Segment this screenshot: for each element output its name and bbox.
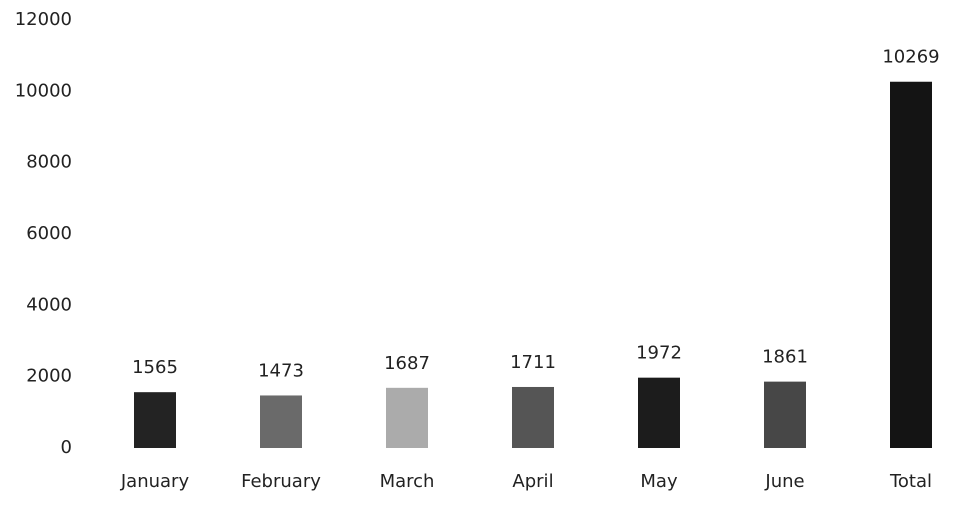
x-tick-label: May	[640, 471, 678, 492]
data-label: 1687	[384, 353, 430, 374]
y-tick-label: 4000	[26, 294, 72, 315]
data-label: 1565	[132, 357, 178, 378]
bar	[260, 395, 302, 448]
x-tick-label: Total	[889, 471, 932, 492]
y-tick-label: 0	[61, 437, 72, 458]
bar	[890, 81, 932, 448]
bar	[134, 392, 176, 448]
data-label: 1711	[510, 352, 556, 373]
y-tick-label: 6000	[26, 223, 72, 244]
x-tick-label: March	[380, 471, 435, 492]
x-tick-label: January	[120, 471, 190, 492]
bar	[764, 381, 806, 448]
bar	[512, 386, 554, 448]
x-tick-label: April	[512, 471, 553, 492]
data-label: 1861	[762, 347, 808, 368]
y-tick-label: 2000	[26, 366, 72, 387]
x-tick-label: February	[241, 471, 321, 492]
data-label: 1972	[636, 343, 682, 364]
bar	[386, 387, 428, 448]
data-label: 1473	[258, 360, 304, 381]
y-tick-label: 10000	[15, 80, 72, 101]
y-tick-label: 8000	[26, 152, 72, 173]
bar	[638, 377, 680, 448]
data-label: 10269	[882, 47, 939, 68]
x-tick-label: June	[764, 471, 804, 492]
y-tick-label: 12000	[15, 9, 72, 30]
